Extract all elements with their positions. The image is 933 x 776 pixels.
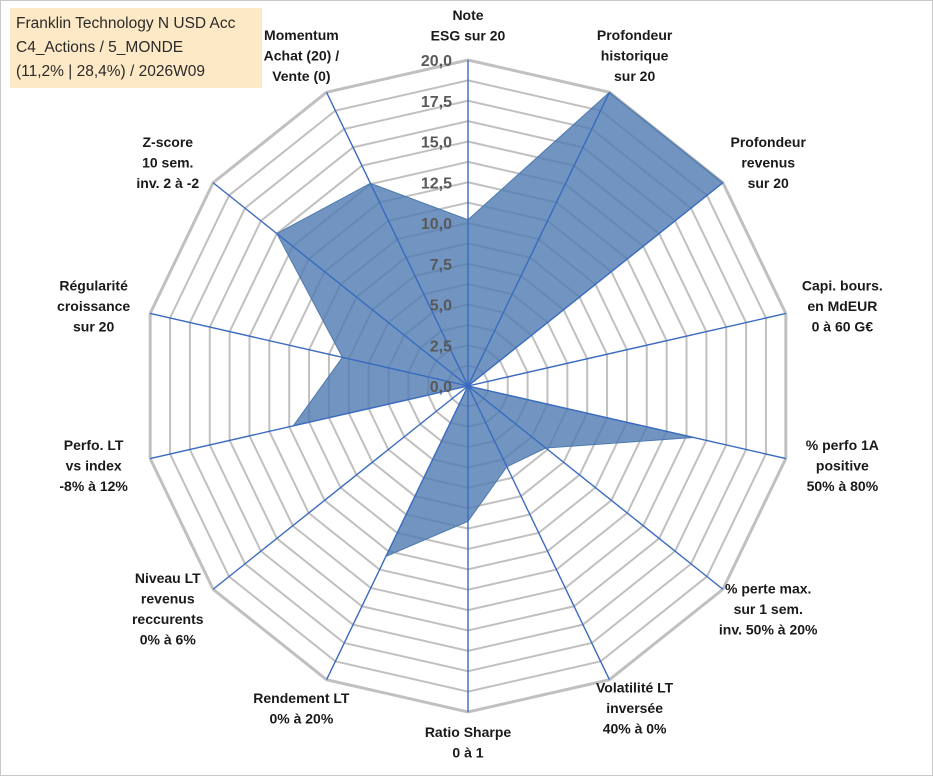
axis-label-line: sur 20 <box>73 319 114 335</box>
axis-label-line: % perte max. <box>725 580 811 596</box>
axis-label-line: ESG sur 20 <box>431 28 506 44</box>
axis-spoke <box>212 182 469 387</box>
axis-spoke <box>150 385 469 460</box>
axis-spoke <box>467 385 786 460</box>
axis-spoke <box>325 385 469 681</box>
axis-label: Régularité croissance sur 20 <box>57 278 130 335</box>
axis-label: Note ESG sur 20 <box>431 7 506 44</box>
axis-spoke <box>212 385 469 590</box>
axis-label: Perfo. LT vs index -8% à 12% <box>59 437 128 494</box>
axis-label-line: Ratio Sharpe <box>425 724 512 740</box>
axis-label-line: inv. 50% à 20% <box>719 621 818 637</box>
axis-label-line: 40% à 0% <box>603 721 667 737</box>
axis-spoke <box>325 91 469 387</box>
axis-label-line: Z-score <box>142 134 193 150</box>
axis-label: Profondeur revenus sur 20 <box>730 134 806 191</box>
tick-label: 7,5 <box>430 257 452 274</box>
axis-label-line: croissance <box>57 298 130 314</box>
axis-label-line: Niveau LT <box>135 570 201 586</box>
axis-label-line: sur 20 <box>614 68 655 84</box>
axis-label-line: Achat (20) / <box>264 47 340 63</box>
fund-category: C4_Actions / 5_MONDE <box>16 39 184 56</box>
axis-label-line: Perfo. LT <box>64 437 124 453</box>
axis-label-line: sur 20 <box>748 175 789 191</box>
axis-label-line: sur 1 sem. <box>734 601 803 617</box>
axis-label-line: 0% à 6% <box>140 632 197 648</box>
axis-label-line: Profondeur <box>730 134 806 150</box>
axis-label-line: 0 à 60 G€ <box>812 319 874 335</box>
axis-label-line: Rendement LT <box>253 690 350 706</box>
tick-label-layer: 0,0 2,5 5,0 7,5 10,0 12,5 15,0 17,5 20,0 <box>421 53 452 396</box>
axis-label-line: % perfo 1A <box>806 437 879 453</box>
axis-label-line: inv. 2 à -2 <box>136 175 199 191</box>
axis-label: % perte max. sur 1 sem. inv. 50% à 20% <box>719 580 818 637</box>
axis-label-line: Volatilité LT <box>596 680 674 696</box>
axis-label-line: revenus <box>741 155 795 171</box>
tick-label: 17,5 <box>421 94 452 111</box>
axis-label: Profondeur historique sur 20 <box>597 27 673 84</box>
axis-spoke <box>467 312 786 387</box>
axis-label-line: 10 sem. <box>142 155 193 171</box>
axis-label-line: 0 à 1 <box>452 745 483 761</box>
tick-label: 10,0 <box>421 216 452 233</box>
axis-label: Rendement LT 0% à 20% <box>253 690 350 727</box>
axis-label-line: Capi. bours. <box>802 278 883 294</box>
tick-label: 20,0 <box>421 53 452 70</box>
axis-label: % perfo 1A positive 50% à 80% <box>806 437 879 494</box>
fund-info-box: Franklin Technology N USD Acc C4_Actions… <box>10 8 262 88</box>
axis-label-line: Momentum <box>264 27 339 43</box>
fund-stats: (11,2% | 28,4%) / 2026W09 <box>16 63 205 80</box>
axis-label: Volatilité LT inversée 40% à 0% <box>596 680 674 737</box>
tick-label: 15,0 <box>421 135 452 152</box>
axis-label-line: reccurents <box>132 611 204 627</box>
axis-label: Momentum Achat (20) / Vente (0) <box>264 27 340 84</box>
axis-label-line: Régularité <box>59 278 128 294</box>
axis-label: Capi. bours. en MdEUR 0 à 60 G€ <box>802 278 883 335</box>
axis-label-line: Vente (0) <box>272 68 330 84</box>
axis-layer <box>150 60 786 712</box>
tick-label: 5,0 <box>430 298 452 315</box>
axis-label-layer: Note ESG sur 20 Profondeur historique sur 20… <box>57 7 883 761</box>
axis-label-line: Profondeur <box>597 27 673 43</box>
series-area <box>276 91 724 558</box>
axis-label-line: positive <box>816 457 869 473</box>
series-layer <box>276 91 724 558</box>
axis-label-line: -8% à 12% <box>59 478 128 494</box>
axis-spoke <box>467 385 724 590</box>
axis-spoke <box>467 182 724 387</box>
axis-spoke <box>467 385 611 681</box>
fund-name: Franklin Technology N USD Acc <box>16 15 236 32</box>
tick-label: 12,5 <box>421 175 452 192</box>
axis-label-line: en MdEUR <box>807 298 877 314</box>
axis-label-line: historique <box>601 47 669 63</box>
axis-label-line: revenus <box>141 591 195 607</box>
axis-label-line: vs index <box>66 457 122 473</box>
axis-label: Z-score 10 sem. inv. 2 à -2 <box>136 134 199 191</box>
tick-label: 2,5 <box>430 338 452 355</box>
axis-spoke <box>150 312 469 387</box>
axis-label-line: Note <box>452 7 483 23</box>
axis-label: Ratio Sharpe 0 à 1 <box>425 724 512 761</box>
tick-label: 0,0 <box>430 379 452 396</box>
axis-label-line: 0% à 20% <box>269 710 333 726</box>
axis-label-line: inversée <box>606 700 663 716</box>
axis-label: Niveau LT revenus reccurents 0% à 6% <box>132 570 204 648</box>
axis-label-line: 50% à 80% <box>807 478 879 494</box>
axis-spoke <box>467 91 611 387</box>
